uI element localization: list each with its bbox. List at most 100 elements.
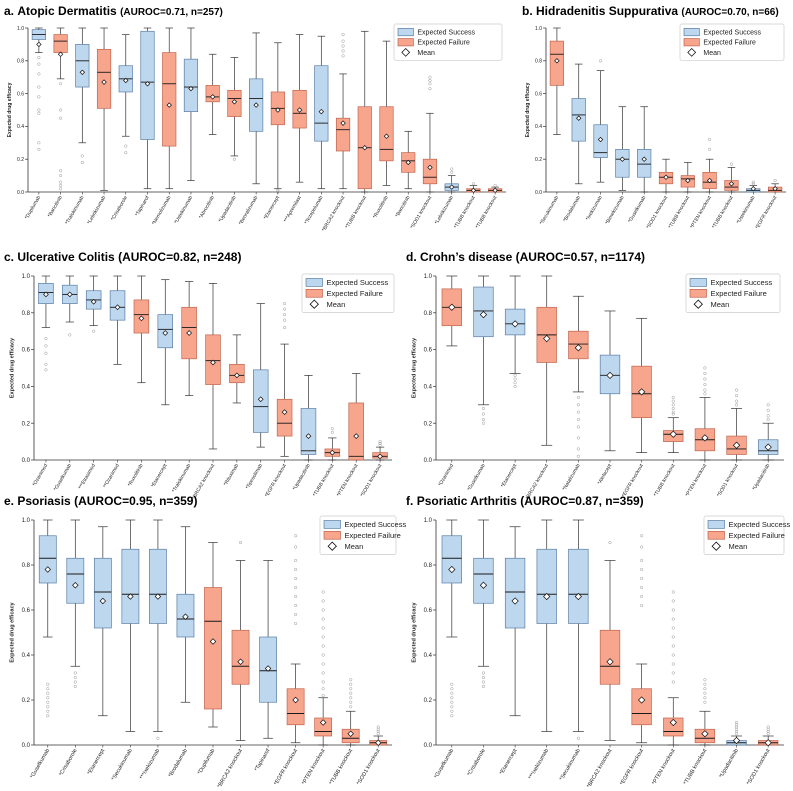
outlier-point (766, 732, 770, 736)
outlier-point (341, 49, 345, 53)
outlier-point (68, 333, 72, 337)
outlier-point (73, 680, 77, 684)
mean-marker (543, 334, 551, 343)
panel-name: Hidradenitis Suppurativa (536, 4, 679, 18)
outlier-point (671, 653, 675, 657)
mean-marker (144, 81, 151, 87)
outlier-point (349, 691, 353, 695)
y-axis-title: Expected drug efficacy (412, 601, 418, 662)
box-failure (422, 75, 438, 193)
mean-marker (619, 156, 626, 162)
outlier-point (671, 644, 675, 648)
outlier-point (44, 337, 48, 341)
y-tick-label: 0.2 (424, 421, 433, 427)
iqr-box (205, 85, 220, 103)
box-failure (568, 295, 589, 458)
legend-label-success: Expected Success (711, 278, 773, 287)
outlier-point (321, 608, 325, 612)
outlier-point (376, 729, 380, 734)
outlier-point (513, 384, 517, 388)
mean-marker (606, 658, 614, 666)
box-failure (335, 33, 351, 190)
mean-marker (101, 79, 107, 85)
mean-marker (772, 186, 778, 192)
outlier-point (294, 594, 298, 599)
iqr-box (231, 629, 250, 685)
panel-letter: b. (522, 4, 533, 18)
box-success (637, 106, 652, 193)
outlier-point (734, 394, 739, 398)
x-tick-label: *Rituximab (223, 463, 240, 487)
x-tick-label: *TUBB knockout (668, 194, 692, 229)
iqr-box (473, 557, 494, 604)
mean-marker (574, 592, 582, 601)
outlier-point (283, 318, 287, 322)
outlier-point (124, 151, 128, 155)
box-success (473, 519, 494, 689)
mean-marker (154, 593, 162, 600)
x-tick-label: *Baricitinib (47, 195, 64, 219)
box-failure (205, 283, 221, 450)
outlier-point (378, 441, 382, 445)
legend-label-failure: Expected Failure (327, 289, 383, 298)
outlier-point (46, 682, 50, 686)
legend-swatch-success (683, 28, 700, 37)
box-success (441, 519, 462, 718)
outlier-point (294, 567, 298, 572)
atopic-dermatitis-chart: 0.0 0.2 0.4 0.6 0.8 1.0 Expected drug efficacy… (7, 23, 506, 233)
outlier-point (330, 430, 334, 434)
panel-psoriasis: e. Psoriasis (AUROC=0.95, n=359) 0.0 0.2 0… (2, 494, 406, 791)
outlier-point (59, 116, 63, 120)
iqr-box (93, 557, 112, 629)
x-tick-label: *Tralokinumab (64, 195, 85, 226)
y-tick-label: 0.4 (22, 385, 31, 391)
legend-label-success: Expected Success (417, 30, 475, 37)
box-failure (292, 34, 307, 183)
box-failure (758, 725, 779, 747)
outlier-point (46, 687, 50, 691)
outlier-point (450, 705, 454, 709)
outlier-point (703, 383, 707, 387)
mean-marker (597, 136, 604, 143)
outlier-point (330, 427, 334, 431)
panel-crohns-disease: d. Crohn’s disease (AUROC=0.57, n=1174) … (404, 250, 792, 512)
outlier-point (640, 534, 644, 538)
mean-marker (383, 133, 390, 139)
y-tick-label: 0.6 (17, 91, 24, 97)
outlier-point (766, 414, 770, 418)
x-tick-label: *TUBB knockout (653, 462, 677, 497)
x-tick-label: *Secukinumab (539, 195, 560, 226)
y-tick-label: 0.6 (22, 348, 31, 354)
outlier-point (703, 700, 707, 704)
outlier-point (481, 417, 486, 422)
box-failure (702, 137, 717, 193)
box-success (31, 27, 46, 151)
legend-label-failure: Expected Failure (345, 531, 401, 540)
outlier-point (44, 368, 48, 372)
outlier-point (450, 687, 454, 691)
box-success (758, 403, 779, 461)
mean-marker (186, 330, 192, 336)
x-tick-label: *Brodalumab (562, 195, 582, 223)
x-tick-label: *SOD1 knockout (716, 462, 740, 498)
iqr-box (615, 149, 630, 178)
outlier-point (671, 403, 675, 407)
legend-label-failure: Expected Failure (703, 40, 756, 47)
x-tick-label: *Guselkumab (29, 748, 51, 780)
outlier-point (294, 576, 298, 581)
legend-swatch-failure (689, 289, 707, 298)
outlier-point (671, 662, 675, 666)
outlier-point (703, 388, 707, 392)
legend-swatch-success (689, 278, 707, 287)
box-failure (466, 182, 481, 194)
outlier-point (703, 687, 707, 691)
mean-marker (319, 719, 327, 726)
outlier-point (734, 725, 739, 729)
x-tick-label: *EGFR knockout (264, 462, 288, 498)
legend-swatch-success (323, 520, 341, 529)
outlier-point (481, 671, 486, 675)
iqr-box (348, 402, 364, 461)
box-failure (694, 678, 716, 746)
box-success (109, 275, 126, 365)
outlier-point (276, 188, 280, 192)
